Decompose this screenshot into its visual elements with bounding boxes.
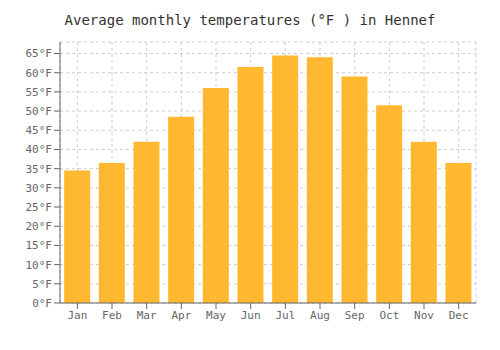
svg-text:May: May [206, 309, 226, 322]
svg-text:60°F: 60°F [26, 67, 53, 80]
svg-text:Jan: Jan [67, 309, 87, 322]
svg-text:55°F: 55°F [26, 86, 53, 99]
svg-text:Jul: Jul [275, 309, 295, 322]
svg-text:40°F: 40°F [26, 143, 53, 156]
svg-text:Jun: Jun [241, 309, 261, 322]
svg-text:Oct: Oct [379, 309, 399, 322]
svg-text:Dec: Dec [449, 309, 469, 322]
svg-text:30°F: 30°F [26, 182, 53, 195]
svg-text:25°F: 25°F [26, 201, 53, 214]
svg-text:Feb: Feb [102, 309, 122, 322]
svg-text:15°F: 15°F [26, 239, 53, 252]
svg-text:5°F: 5°F [32, 278, 52, 291]
svg-text:Nov: Nov [414, 309, 434, 322]
svg-text:20°F: 20°F [26, 220, 53, 233]
svg-text:Aug: Aug [310, 309, 330, 322]
svg-text:Apr: Apr [171, 309, 191, 322]
svg-text:10°F: 10°F [26, 259, 53, 272]
html-text:Average monthly temperatures (: Average monthly temperatures (°F ) in He… [64, 12, 436, 28]
svg-text:65°F: 65°F [26, 47, 53, 60]
svg-text:35°F: 35°F [26, 163, 53, 176]
svg-text:45°F: 45°F [26, 124, 53, 137]
svg-text:0°F: 0°F [32, 297, 52, 310]
svg-text:50°F: 50°F [26, 105, 53, 118]
svg-text:Sep: Sep [345, 309, 365, 322]
svg-text:Mar: Mar [137, 309, 157, 322]
